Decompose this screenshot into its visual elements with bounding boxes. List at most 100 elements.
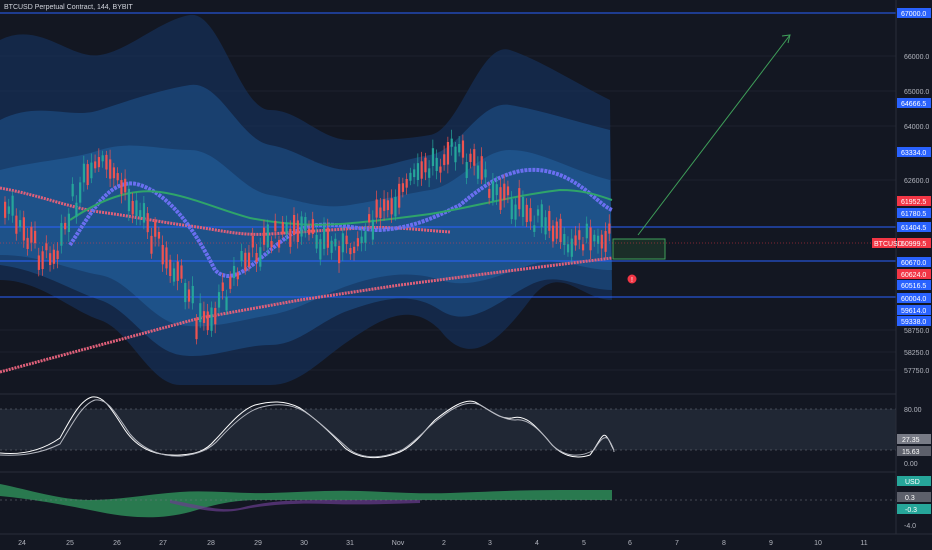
price-candles <box>4 129 611 345</box>
candle-body <box>90 162 93 179</box>
candle-body <box>221 282 224 292</box>
candle-body <box>60 223 63 246</box>
candle-body <box>458 144 461 153</box>
candle-body <box>450 138 453 147</box>
candle-body <box>7 206 10 214</box>
candle-body <box>446 142 450 165</box>
candle-body <box>608 223 611 234</box>
price-badge <box>897 98 931 108</box>
candle-body <box>180 265 183 279</box>
price-badge <box>897 316 931 326</box>
candle-body <box>176 261 179 281</box>
oscillator-badge-label: 15.63 <box>902 449 920 456</box>
slow-ma-line <box>0 256 613 374</box>
price-badge-label: 60999.5 <box>901 241 926 248</box>
candle-body <box>506 186 510 196</box>
candle-body <box>112 167 116 179</box>
candle-body <box>210 307 213 331</box>
alert-glyph: ! <box>631 277 633 284</box>
time-tick: 9 <box>769 540 773 547</box>
candle-body <box>525 204 528 223</box>
candle-body <box>476 165 480 179</box>
candle-body <box>308 228 311 235</box>
price-badge-label: 67000.0 <box>901 11 926 18</box>
candle-body <box>161 244 164 265</box>
candle-body <box>225 296 228 311</box>
candle-body <box>536 209 540 216</box>
time-tick: 28 <box>207 540 215 547</box>
candle-body <box>529 208 532 222</box>
candle-body <box>30 226 33 243</box>
candle-body <box>101 155 104 162</box>
candle-body <box>604 231 607 252</box>
oscillator-tick: 80.00 <box>904 407 922 414</box>
exclamation-alert-icon[interactable] <box>627 274 637 284</box>
candle-body <box>356 238 359 247</box>
candle-body <box>518 188 521 210</box>
candle-body <box>184 282 187 303</box>
candle-body <box>413 169 416 178</box>
candle-body <box>169 259 172 276</box>
candle-body <box>22 217 25 241</box>
candle-body <box>45 243 48 251</box>
time-tick: 6 <box>628 540 632 547</box>
price-badge-label: 60004.0 <box>901 296 926 303</box>
candle-body <box>64 222 67 230</box>
candle-body <box>499 187 502 210</box>
time-tick: 8 <box>722 540 726 547</box>
price-badge-label: 61404.5 <box>901 225 926 232</box>
time-axis[interactable] <box>0 534 932 550</box>
candle-body <box>232 265 236 279</box>
price-badge-label: 59614.0 <box>901 308 926 315</box>
candle-body <box>559 218 562 243</box>
candle-body <box>240 250 243 262</box>
candle-body <box>323 226 326 249</box>
candle-body <box>578 230 581 240</box>
candle-body <box>187 289 191 302</box>
candle-body <box>71 183 74 197</box>
target-zone-box[interactable] <box>612 238 666 260</box>
time-tick: 7 <box>675 540 679 547</box>
candle-body <box>229 276 232 289</box>
candle-body <box>206 311 209 331</box>
candle-body <box>589 227 592 251</box>
candle-body <box>353 246 356 254</box>
candle-body <box>56 250 59 260</box>
candle-body <box>566 244 570 253</box>
candle-body <box>67 213 71 233</box>
candle-body <box>4 201 7 218</box>
projection-arrow[interactable] <box>637 34 791 236</box>
price-badges: 67000.0 64666.5 63334.0 61952.5 61780.5 61404… <box>897 8 931 326</box>
candle-body <box>37 255 40 270</box>
candle-body <box>364 231 367 243</box>
histogram-badge <box>897 504 931 514</box>
candle-body <box>585 223 588 239</box>
level-lines[interactable] <box>0 12 896 298</box>
candle-body <box>124 178 127 193</box>
candle-body <box>139 210 142 218</box>
price-badge <box>897 147 931 157</box>
candle-body <box>454 146 457 163</box>
candle-body <box>120 180 123 194</box>
candle-body <box>315 234 318 249</box>
candle-body <box>75 202 78 217</box>
price-badge <box>897 238 931 248</box>
candle-body <box>135 200 138 217</box>
candle-body <box>360 236 363 244</box>
price-badge <box>897 8 931 18</box>
candle-body <box>41 251 44 270</box>
oscillator-badge <box>897 434 931 444</box>
candle-body <box>262 227 266 245</box>
histogram-badge <box>897 476 931 486</box>
candle-body <box>563 234 566 245</box>
candle-body <box>131 200 134 215</box>
candle-body <box>390 198 393 215</box>
time-tick: 11 <box>860 540 867 547</box>
price-tick: 62600.0 <box>904 178 929 185</box>
candle-body <box>596 235 600 244</box>
histogram-badge-label: USD <box>905 479 920 486</box>
price-badge <box>897 269 931 279</box>
time-tick: 2 <box>442 540 446 547</box>
symbol-tag <box>872 238 896 248</box>
